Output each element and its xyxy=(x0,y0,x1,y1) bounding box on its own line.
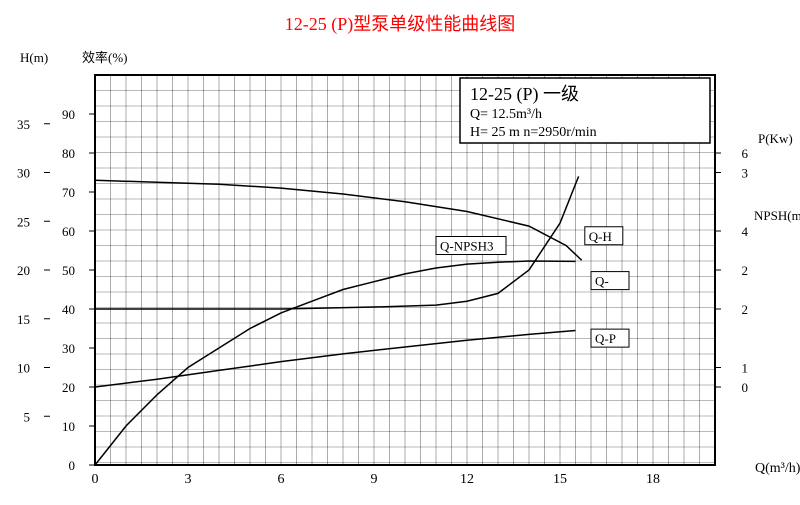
svg-text:Q-P: Q-P xyxy=(595,331,616,346)
svg-text:0: 0 xyxy=(92,472,99,487)
svg-text:4: 4 xyxy=(742,224,749,239)
svg-text:6: 6 xyxy=(278,472,285,487)
svg-text:35: 35 xyxy=(17,117,30,132)
svg-text:3: 3 xyxy=(742,166,749,181)
svg-text:NPSH(m): NPSH(m) xyxy=(754,208,800,223)
svg-text:30: 30 xyxy=(17,166,30,181)
svg-text:12: 12 xyxy=(460,472,474,487)
pump-curve-chart: 0369121518Q(m³/h)5101520253035H(m)010203… xyxy=(0,0,800,505)
svg-text:1: 1 xyxy=(742,361,749,376)
svg-text:Q= 12.5m³/h: Q= 12.5m³/h xyxy=(470,107,542,122)
svg-text:2: 2 xyxy=(742,302,749,317)
svg-text:10: 10 xyxy=(62,419,75,434)
svg-text:效率(%): 效率(%) xyxy=(82,50,128,65)
svg-text:6: 6 xyxy=(742,146,749,161)
svg-text:2: 2 xyxy=(742,263,749,278)
svg-text:5: 5 xyxy=(24,409,31,424)
svg-text:Q-H: Q-H xyxy=(589,229,612,244)
svg-text:3: 3 xyxy=(185,472,192,487)
svg-text:15: 15 xyxy=(17,312,30,327)
svg-text:15: 15 xyxy=(553,472,567,487)
svg-text:60: 60 xyxy=(62,224,75,239)
svg-text:90: 90 xyxy=(62,107,75,122)
svg-text:Q-: Q- xyxy=(595,274,609,289)
svg-text:12-25 (P) 一级: 12-25 (P) 一级 xyxy=(470,84,579,105)
svg-text:20: 20 xyxy=(17,263,30,278)
svg-text:Q(m³/h): Q(m³/h) xyxy=(755,461,800,476)
svg-text:18: 18 xyxy=(646,472,660,487)
svg-text:H(m): H(m) xyxy=(20,50,48,65)
svg-text:70: 70 xyxy=(62,185,75,200)
svg-text:30: 30 xyxy=(62,341,75,356)
svg-text:25: 25 xyxy=(17,214,30,229)
svg-text:80: 80 xyxy=(62,146,75,161)
svg-text:9: 9 xyxy=(371,472,378,487)
svg-text:0: 0 xyxy=(742,380,749,395)
svg-text:Q-NPSH3: Q-NPSH3 xyxy=(440,239,493,254)
svg-text:H= 25 m n=2950r/min: H= 25 m n=2950r/min xyxy=(470,125,597,140)
page: 12-25 (P)型泵单级性能曲线图 0369121518Q(m³/h)5101… xyxy=(0,0,800,505)
svg-text:P(Kw): P(Kw) xyxy=(758,131,793,146)
svg-text:10: 10 xyxy=(17,361,30,376)
svg-text:40: 40 xyxy=(62,302,75,317)
svg-text:50: 50 xyxy=(62,263,75,278)
svg-text:20: 20 xyxy=(62,380,75,395)
svg-text:0: 0 xyxy=(69,458,76,473)
